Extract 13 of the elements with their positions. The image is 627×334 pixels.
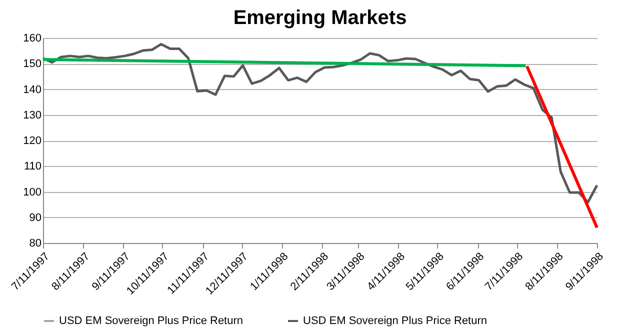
y-tick-label: 150 [23,58,42,70]
y-tick-label: 110 [24,160,42,173]
legend-label: USD EM Sovereign Plus Price Return [59,315,244,327]
y-tick-label: 130 [23,109,42,122]
y-tick-label: 160 [23,32,42,44]
chart-title: Emerging Markets [233,7,407,29]
y-tick-label: 90 [29,212,42,224]
line-series [42,42,598,204]
y-tick-label: 120 [23,135,42,147]
y-tick-label: 80 [29,238,42,250]
y-tick-label: 140 [23,84,42,96]
y-tick-label: 100 [23,186,42,198]
legend-label: USD EM Sovereign Plus Price Return [303,315,488,327]
